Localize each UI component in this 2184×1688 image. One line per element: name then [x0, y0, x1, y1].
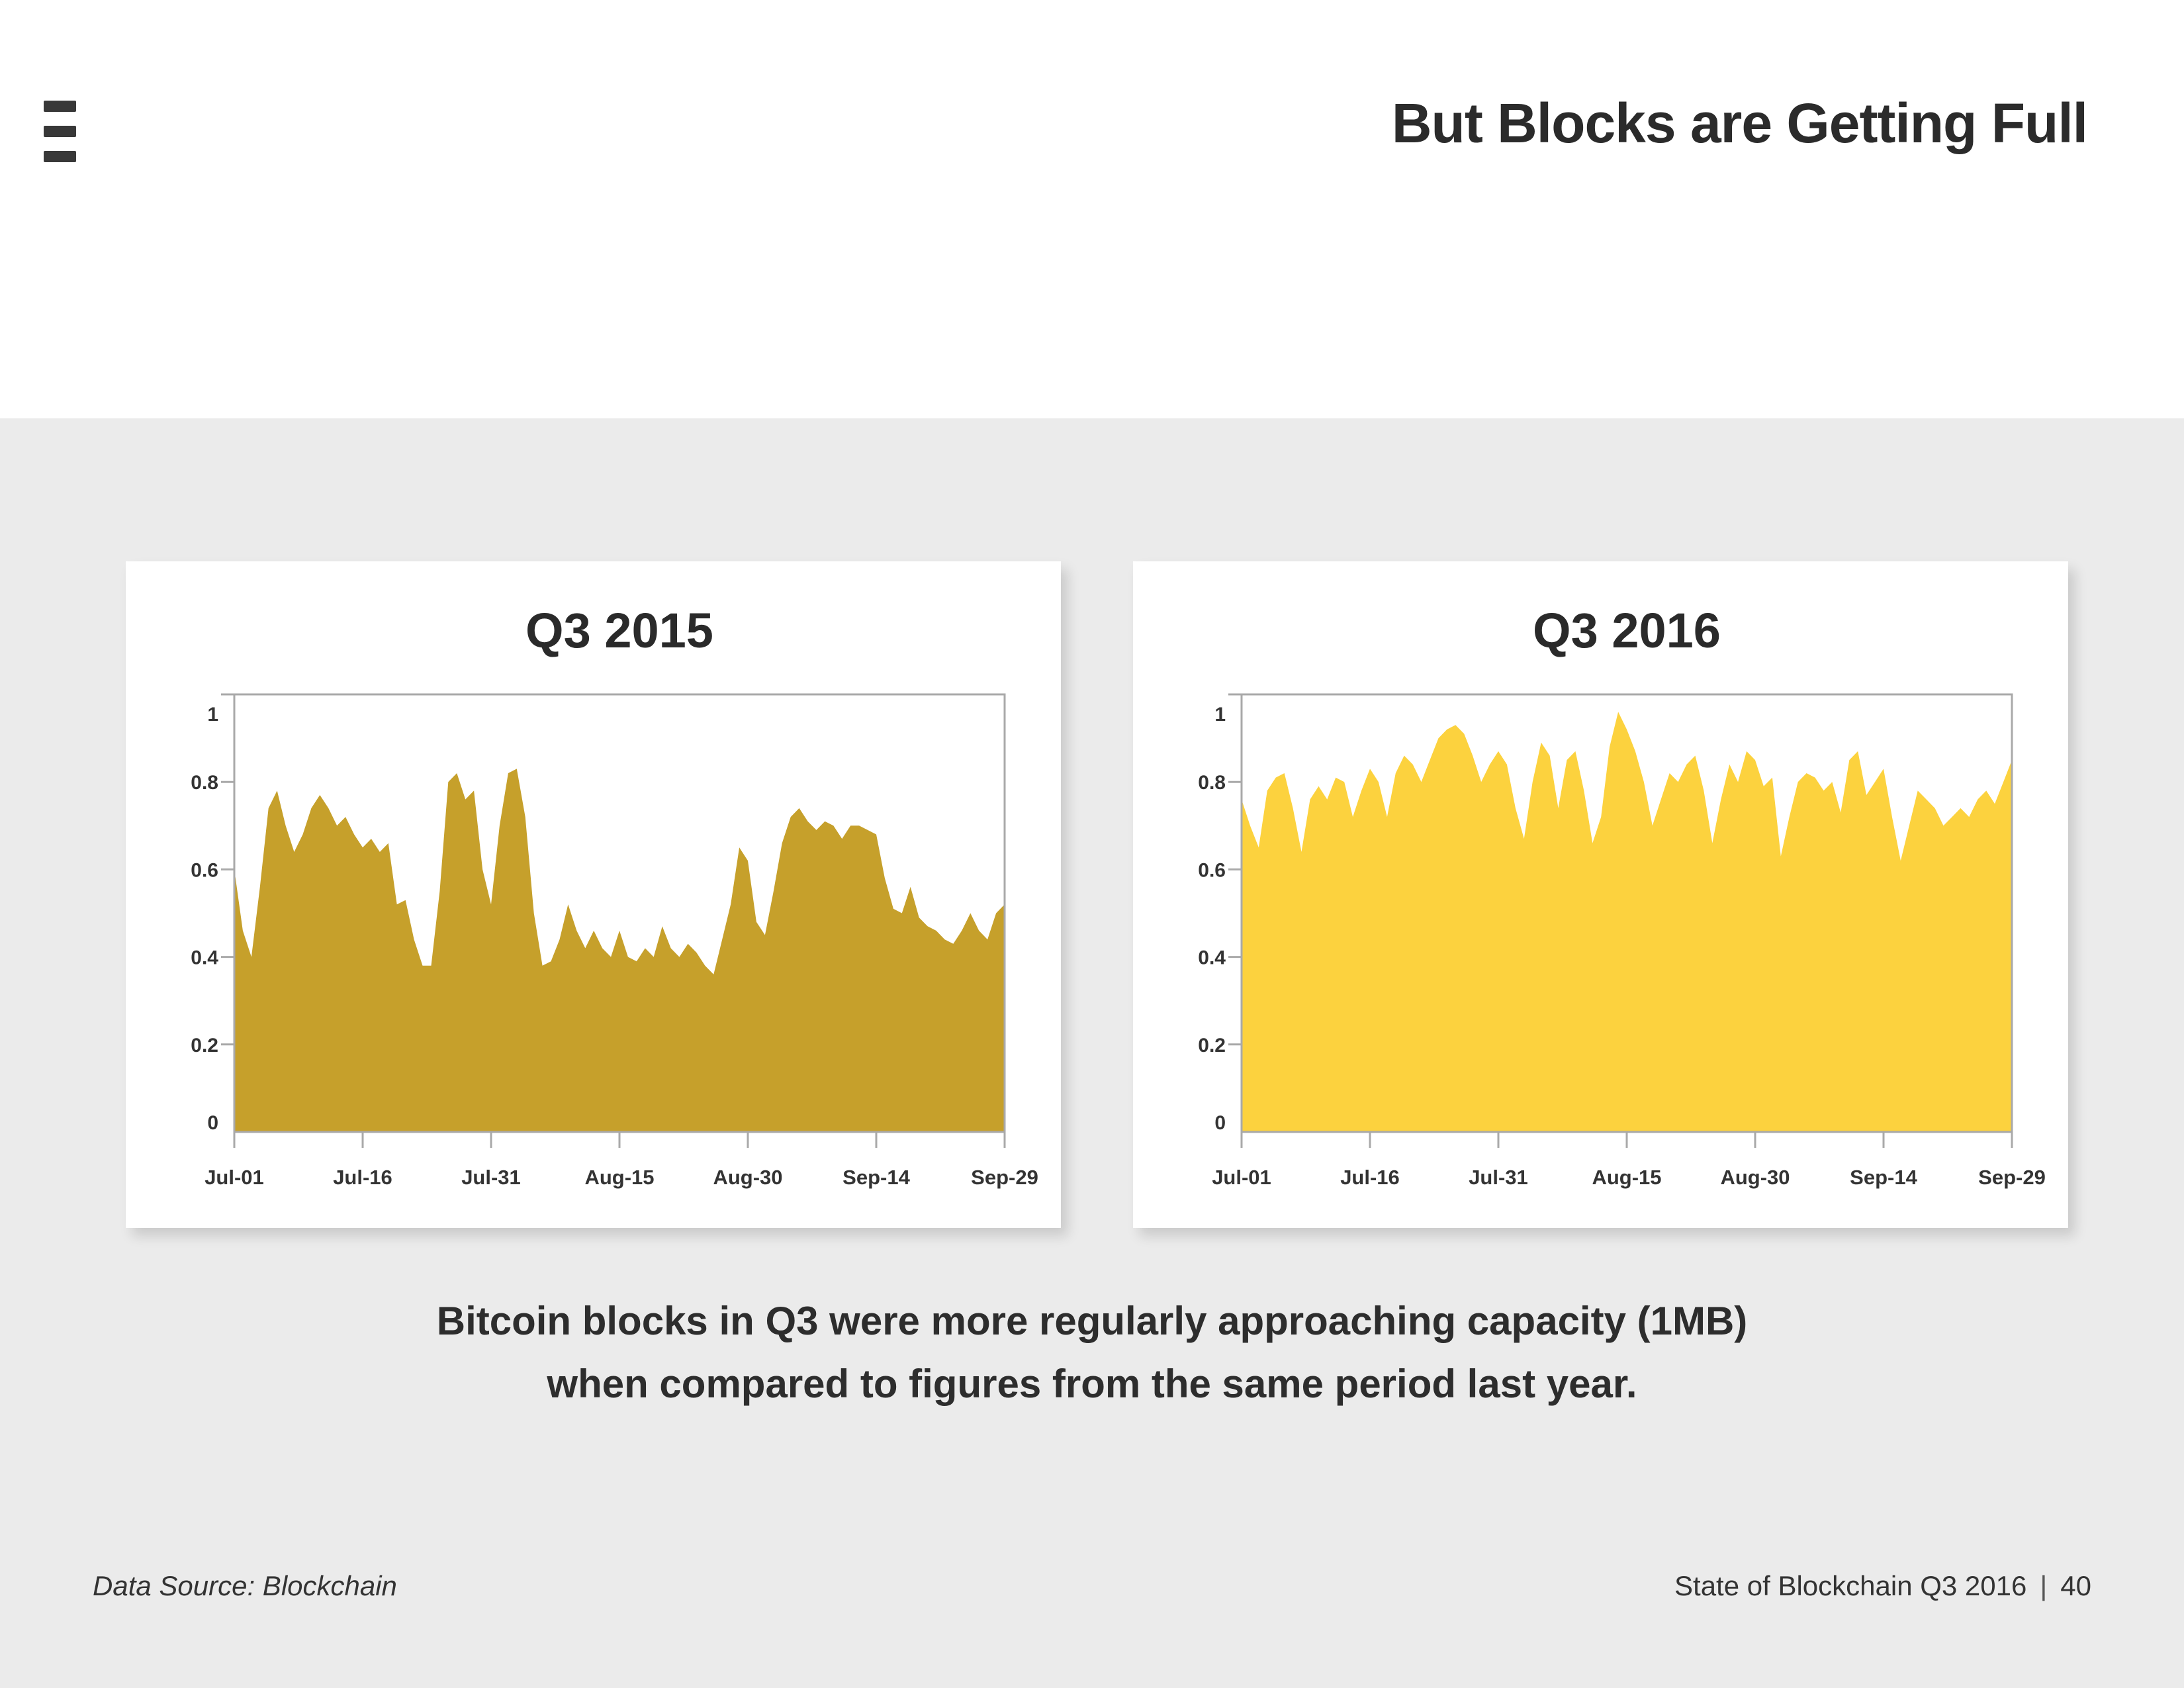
footer-separator: |: [2040, 1570, 2048, 1601]
y-axis-tick-label: 0: [207, 1112, 218, 1134]
q3-2015-area: [234, 769, 1005, 1132]
x-axis-tick-label: Jul-01: [1212, 1166, 1271, 1189]
y-axis-tick-label: 0.8: [191, 772, 218, 794]
chart-title-q3-2015: Q3 2015: [525, 603, 713, 658]
page-title: But Blocks are Getting Full: [1391, 92, 2088, 154]
y-axis-tick-label: 1: [1214, 704, 1226, 726]
caption-line-1: Bitcoin blocks in Q3 were more regularly…: [436, 1299, 1748, 1343]
y-axis-tick-label: 0.4: [191, 947, 218, 969]
data-source-note: Data Source: Blockchain: [93, 1570, 397, 1601]
menu-icon[interactable]: [44, 101, 76, 162]
x-axis-tick-label: Aug-30: [713, 1166, 782, 1189]
y-axis-tick-label: 0.8: [1198, 772, 1226, 794]
x-axis-tick-label: Aug-30: [1720, 1166, 1790, 1189]
y-axis-tick-label: 0: [1214, 1112, 1226, 1134]
caption-line-2: when compared to figures from the same p…: [547, 1362, 1637, 1406]
y-axis-tick-label: 0.2: [191, 1035, 218, 1056]
x-axis-tick-label: Jul-31: [1469, 1166, 1528, 1189]
x-axis-tick-label: Jul-01: [205, 1166, 264, 1189]
q3-2016-area: [1242, 712, 2012, 1132]
x-axis-tick-label: Jul-16: [333, 1166, 392, 1189]
menu-bar: [44, 151, 76, 162]
x-axis-tick-label: Sep-29: [1978, 1166, 2046, 1189]
y-axis-tick-label: 0.6: [191, 859, 218, 881]
y-axis-tick-label: 1: [207, 704, 218, 726]
x-axis-tick-label: Sep-29: [971, 1166, 1038, 1189]
chart-title-q3-2016: Q3 2016: [1533, 603, 1721, 658]
report-name: State of Blockchain Q3 2016: [1674, 1570, 2027, 1601]
x-axis-tick-label: Aug-15: [1592, 1166, 1661, 1189]
menu-bar: [44, 101, 76, 112]
x-axis-tick-label: Jul-31: [461, 1166, 521, 1189]
q3-2016-area-chart: Jul-01 Jul-16 Jul-31 Aug-15 Aug-30 Sep-14 Sep-…: [1198, 693, 2046, 1189]
x-axis-tick-label: Jul-16: [1340, 1166, 1400, 1189]
y-axis-tick-label: 0.2: [1198, 1035, 1226, 1056]
y-axis-tick-label: 0.6: [1198, 859, 1226, 881]
chart-card-q3-2016: Q3 2016 Jul-01 Jul-16 Jul-31 Aug-15 Aug-30 Se…: [1133, 561, 2068, 1228]
report-footer: State of Blockchain Q3 2016 | 40: [1674, 1570, 2091, 1602]
caption: Bitcoin blocks in Q3 were more regularly…: [0, 1289, 2184, 1415]
menu-bar: [44, 126, 76, 137]
x-axis-tick-label: Aug-15: [584, 1166, 654, 1189]
page-number: 40: [2060, 1570, 2091, 1601]
y-axis-tick-label: 0.4: [1198, 947, 1226, 969]
x-axis-tick-label: Sep-14: [1850, 1166, 1917, 1189]
x-axis-tick-label: Sep-14: [842, 1166, 910, 1189]
q3-2015-area-chart: Jul-01 Jul-16 Jul-31 Aug-15 Aug-30 Sep-14 Sep-…: [191, 693, 1038, 1189]
chart-card-q3-2015: Q3 2015 Jul-01 Jul-16 Jul-31 Aug-15 Aug-30 Se…: [126, 561, 1061, 1228]
